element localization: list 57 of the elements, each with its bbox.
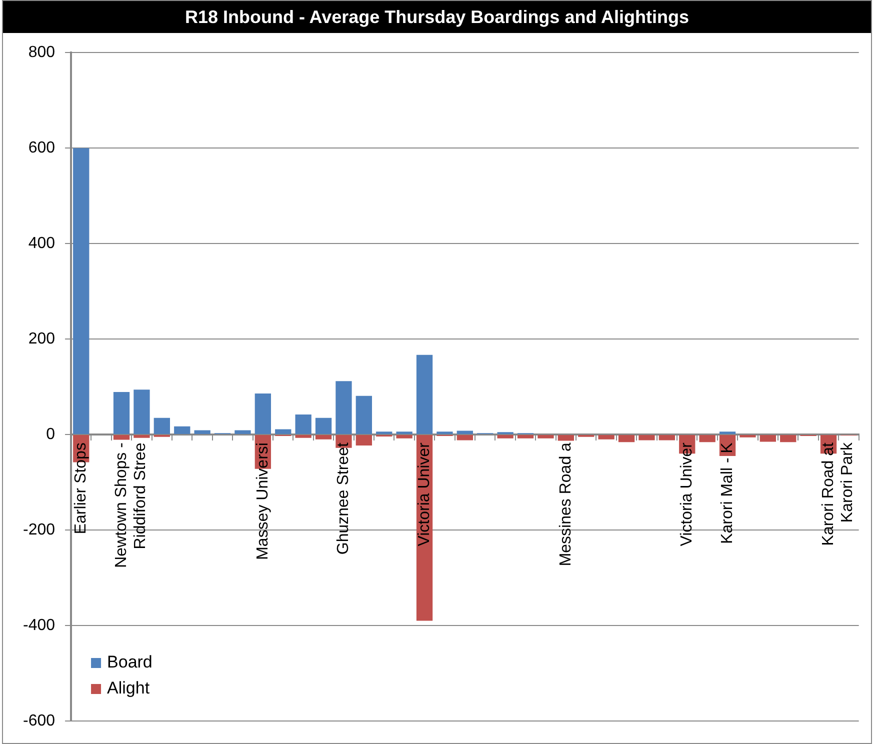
x-tick-label: Messines Road a [557, 442, 574, 566]
legend-label: Board [107, 652, 152, 672]
bar [456, 430, 474, 434]
bar [396, 435, 412, 438]
y-tick-label: -200 [22, 521, 56, 538]
x-tick-label: Victoria Univer [678, 442, 696, 546]
bar [719, 432, 736, 434]
x-tick-label: Earlier Stops [72, 442, 90, 534]
x-tick-label: Ghuznee Street [335, 442, 352, 555]
bar [295, 414, 312, 434]
bar [295, 435, 312, 438]
x-tick-label: Victoria Univer [416, 442, 433, 546]
chart-title: R18 Inbound - Average Thursday Boardings and Alightings [3, 1, 871, 33]
x-tick-label: Karori Mall - K [718, 442, 736, 544]
bar [315, 435, 332, 440]
y-tick-label: -600 [22, 712, 56, 730]
bar [699, 435, 716, 442]
bar [376, 432, 392, 434]
y-tick-label: 800 [28, 44, 56, 62]
bar [134, 390, 150, 434]
y-tick-label: 0 [46, 426, 56, 443]
bar [154, 418, 170, 434]
bar [113, 392, 130, 434]
bar [336, 381, 352, 434]
bar [356, 396, 372, 434]
y-tick-label: 600 [28, 139, 56, 156]
bar [416, 354, 433, 434]
y-tick-label: -400 [22, 616, 56, 634]
y-tick-label: 200 [28, 330, 56, 348]
bar [436, 432, 453, 434]
bar [638, 435, 655, 440]
x-tick-label: Karori Road at Karori Park [820, 442, 856, 546]
bar [658, 435, 676, 440]
y-tick-label: 400 [28, 234, 56, 252]
bar [780, 435, 796, 442]
bar [174, 426, 190, 434]
bar [315, 418, 332, 434]
bar [356, 435, 372, 446]
bar [73, 148, 90, 434]
x-tick-label: Massey Universi [254, 442, 272, 560]
bar [456, 435, 474, 440]
x-tick-label: Newtown Shops - Riddiford Stree [112, 442, 150, 568]
bar [194, 430, 210, 434]
bar [113, 435, 130, 440]
legend-label: Alight [107, 678, 150, 698]
bar [134, 435, 150, 438]
bar [538, 435, 554, 438]
bar [254, 393, 272, 434]
bar [618, 435, 635, 442]
bar [517, 435, 534, 438]
bar [234, 430, 251, 434]
bar [558, 435, 574, 441]
bar [497, 435, 514, 438]
bar [760, 435, 776, 442]
bar [598, 435, 614, 440]
bar [275, 429, 292, 434]
bar [396, 432, 412, 434]
